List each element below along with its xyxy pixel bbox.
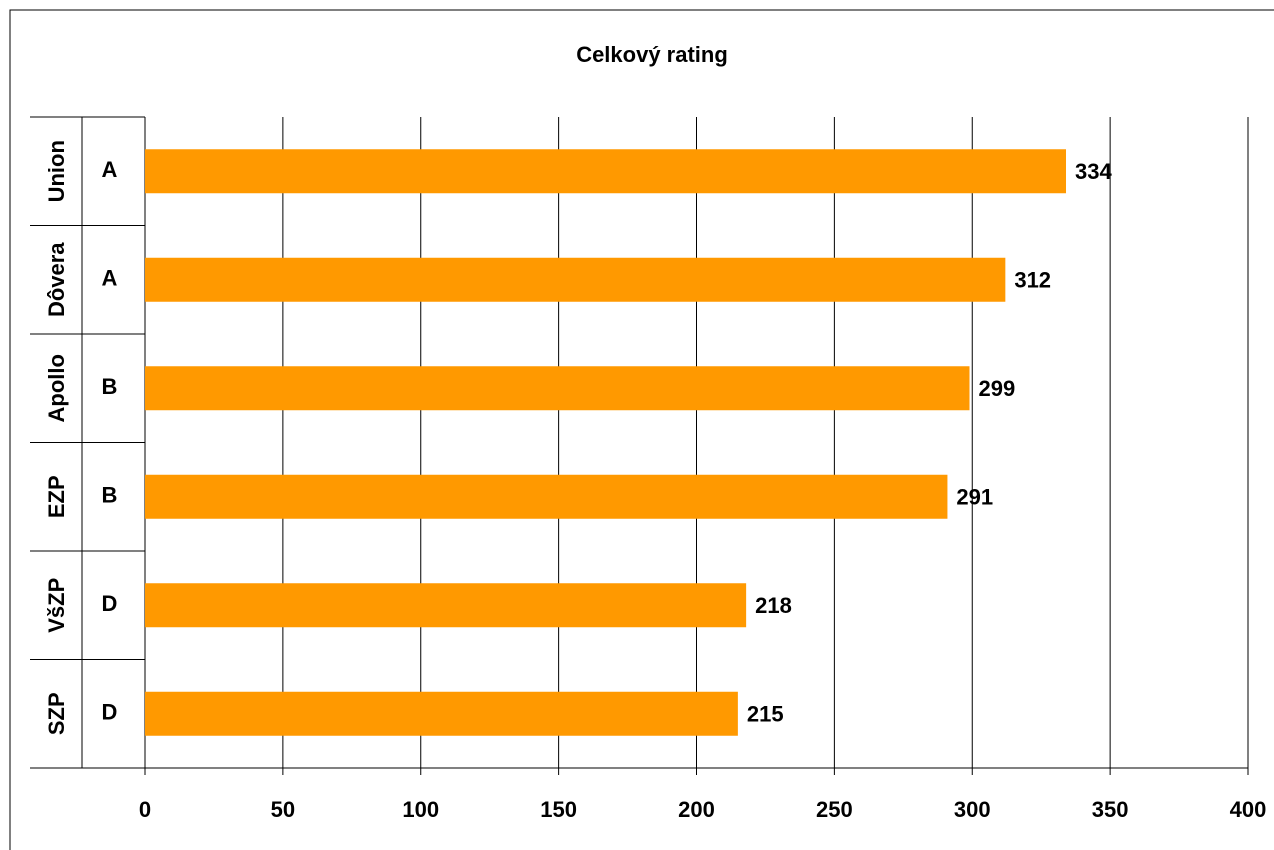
bar xyxy=(145,149,1067,194)
x-tick-label: 0 xyxy=(139,797,151,822)
bar xyxy=(145,366,970,411)
subcategory-label: D xyxy=(102,700,118,725)
category-label: SZP xyxy=(44,692,69,735)
bar xyxy=(145,691,738,736)
x-tick-label: 100 xyxy=(402,797,439,822)
bar xyxy=(145,257,1006,302)
data-label: 312 xyxy=(1014,268,1051,293)
x-tick-label: 250 xyxy=(816,797,853,822)
category-label: Dôvera xyxy=(44,242,69,317)
subcategory-label: A xyxy=(102,266,118,291)
subcategory-label: B xyxy=(102,483,118,508)
x-tick-label: 350 xyxy=(1092,797,1129,822)
category-label: Union xyxy=(44,140,69,202)
subcategory-label: D xyxy=(102,591,118,616)
x-tick-label: 50 xyxy=(271,797,295,822)
category-label: EZP xyxy=(44,475,69,518)
x-tick-label: 150 xyxy=(540,797,577,822)
x-tick-label: 200 xyxy=(678,797,715,822)
data-label: 334 xyxy=(1075,159,1112,184)
chart-title: Celkový rating xyxy=(576,42,728,67)
bar xyxy=(145,583,747,628)
data-label: 291 xyxy=(956,485,993,510)
chart-frame xyxy=(9,9,1274,850)
category-label: Apollo xyxy=(44,354,69,422)
data-label: 218 xyxy=(755,593,792,618)
data-label: 299 xyxy=(978,376,1015,401)
subcategory-label: A xyxy=(102,157,118,182)
x-tick-label: 300 xyxy=(954,797,991,822)
subcategory-label: B xyxy=(102,374,118,399)
category-label: VšZP xyxy=(44,578,69,633)
x-tick-label: 400 xyxy=(1230,797,1267,822)
bar xyxy=(145,474,948,519)
data-label: 215 xyxy=(747,702,784,727)
